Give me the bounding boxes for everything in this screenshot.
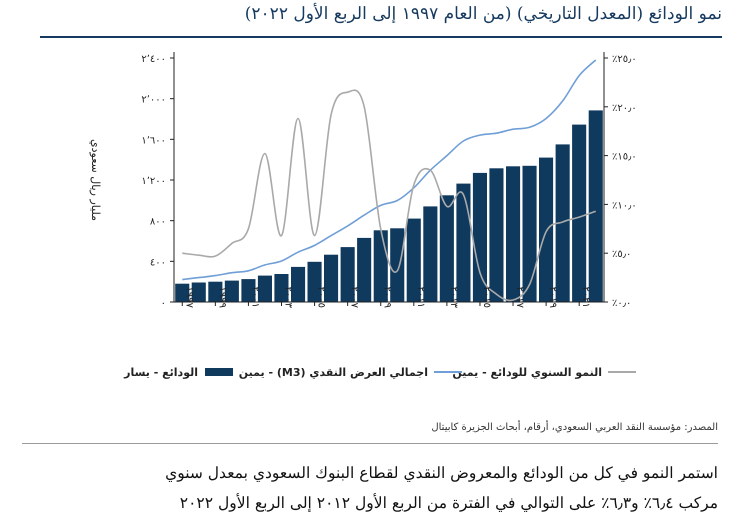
body-line-1: استمر النمو في كل من الودائع والمعروض ال…	[165, 464, 718, 482]
right-tick-label: ٪٢٥٫٠	[612, 54, 637, 65]
source-divider	[22, 443, 718, 444]
left-tick-label: ٠	[161, 298, 166, 309]
legend-swatch-deposits	[205, 368, 233, 376]
deposit-bar-1998	[191, 282, 206, 302]
deposit-bar-2015	[472, 172, 487, 302]
deposit-bar-1999	[208, 281, 223, 302]
right-tick-label: ٪١٠٫٠	[612, 200, 637, 211]
left-tick-label: ١٬٢٠٠	[141, 176, 166, 187]
deposit-bar-2019	[539, 157, 554, 302]
deposit-bar-2003	[274, 274, 289, 302]
left-tick-label: ٢٬٠٠٠	[141, 95, 166, 106]
y-axis-title: مليار ريال سعودي	[89, 139, 102, 221]
x-tick-label: ٢٠٠٥	[316, 287, 327, 308]
deposit-bar-2001	[241, 279, 256, 302]
x-tick-label: ٢٠٠١	[249, 287, 260, 308]
deposit-bar-2020	[555, 144, 570, 302]
deposits-growth-chart: ٠ ٤٠٠ ٨٠٠ ١٬٢٠٠ ١٬٦٠٠ ٢٬٠٠٠ ٢٬٤٠٠ ٪٠٫٠ ٪٥٫٠ ٪١٠٫٠…	[89, 52, 637, 379]
deposit-bar-2008	[357, 237, 372, 302]
deposit-bar-2006	[324, 254, 339, 302]
deposit-bar-2005	[307, 261, 322, 302]
right-tick-label: ٪٠٫٠	[612, 298, 631, 309]
deposit-bar-2022	[588, 110, 603, 303]
deposit-bar-2012	[423, 206, 438, 302]
left-tick-label: ٨٠٠	[150, 217, 166, 228]
legend-label-m3: اجمالي العرض النقدي (M3) - يمين	[239, 366, 428, 379]
chart-title: نمو الودائع (المعدل التاريخي) (من العام …	[244, 4, 722, 24]
deposit-bar-2018	[522, 165, 537, 302]
x-tick-label: ١٩٩٧	[183, 287, 194, 309]
left-tick-label: ١٬٦٠٠	[141, 135, 166, 146]
left-tick-label: ٤٠٠	[150, 257, 166, 268]
deposit-growth-line	[182, 89, 596, 302]
x-tick-label: ٢٠٠٩	[382, 287, 393, 308]
deposit-bar-2017	[506, 166, 521, 302]
x-tick-label: ٢٠٢١	[580, 287, 591, 308]
x-tick-label: ٢٠٠٣	[283, 287, 294, 309]
x-tick-label: ٢٠١١	[415, 287, 426, 308]
deposit-bar-1997	[175, 283, 190, 302]
x-tick-label: ٢٠١٥	[481, 287, 492, 308]
x-tick-label: ١٩٩٩	[216, 287, 227, 308]
deposit-bar-2010	[390, 228, 405, 302]
deposit-bar-2002	[257, 275, 272, 302]
title-divider	[40, 36, 722, 38]
x-tick-label: ٢٠٠٧	[349, 287, 360, 309]
deposit-bar-2014	[456, 183, 471, 302]
body-paragraph: استمر النمو في كل من الودائع والمعروض ال…	[18, 458, 718, 518]
right-tick-label: ٪٢٠٫٠	[612, 103, 637, 114]
right-tick-label: ٪٥٫٠	[612, 249, 631, 260]
legend-label-growth: النمو السنوي للودائع - يمين	[452, 366, 602, 379]
deposit-bar-2007	[340, 247, 355, 302]
deposit-bar-2011	[406, 218, 421, 302]
deposit-bar-2013	[439, 195, 454, 303]
deposit-bar-2016	[489, 168, 504, 302]
deposit-bar-2021	[572, 124, 587, 302]
left-tick-label: ٢٬٤٠٠	[141, 54, 166, 65]
deposit-bar-2000	[224, 280, 239, 302]
x-tick-label: ٢٠١٩	[547, 287, 558, 308]
chart-source: المصدر: مؤسسة النقد العربي السعودي، أرقا…	[431, 422, 718, 433]
right-tick-label: ٪١٥٫٠	[612, 152, 637, 163]
x-tick-label: ٢٠١٣	[448, 287, 459, 309]
m3-line	[182, 59, 597, 281]
x-tick-label: ٢٠١٧	[514, 287, 525, 309]
legend-label-deposits: الودائع - يسار	[123, 366, 198, 379]
deposit-bar-2004	[291, 266, 306, 302]
body-line-2: مركب ٦٫٤٪ و٦٫٣٪ على التوالي في الفترة من…	[179, 494, 718, 512]
